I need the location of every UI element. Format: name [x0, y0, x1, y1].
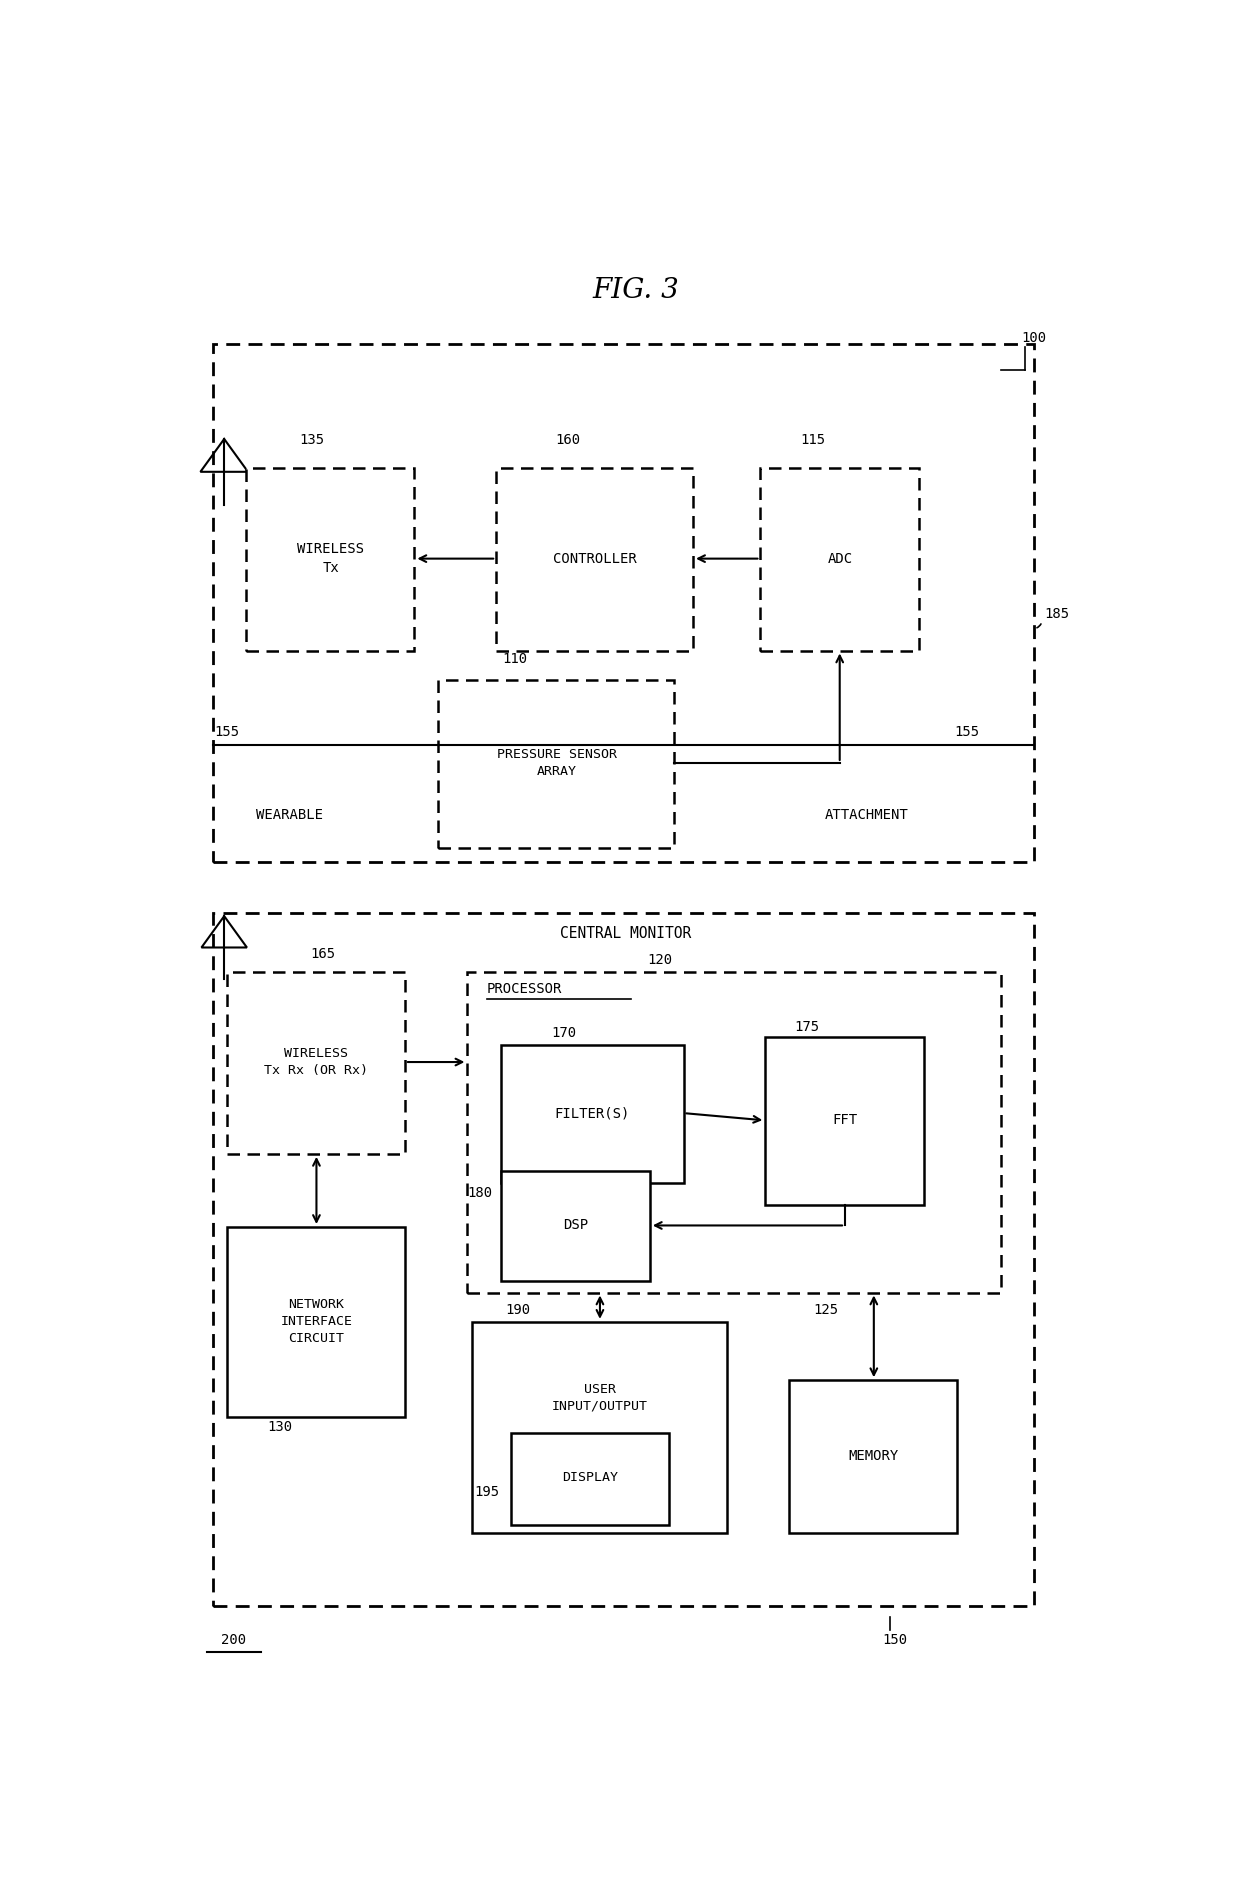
Text: 125: 125	[813, 1304, 838, 1317]
Text: 110: 110	[502, 652, 528, 667]
Bar	[227, 972, 404, 1154]
Text: 130: 130	[268, 1419, 293, 1435]
Bar	[467, 972, 1001, 1292]
Text: WIRELESS
Tx Rx (OR Rx): WIRELESS Tx Rx (OR Rx)	[264, 1048, 368, 1076]
Text: 115: 115	[801, 434, 826, 447]
Bar	[213, 345, 1034, 862]
Text: 170: 170	[551, 1025, 577, 1040]
Text: 120: 120	[647, 953, 672, 966]
Text: WIRELESS
Tx: WIRELESS Tx	[298, 542, 365, 574]
Text: FILTER(S): FILTER(S)	[554, 1107, 630, 1120]
Text: 150: 150	[883, 1633, 908, 1647]
Text: FIG. 3: FIG. 3	[593, 277, 678, 303]
Text: ATTACHMENT: ATTACHMENT	[825, 809, 908, 822]
Text: PROCESSOR: PROCESSOR	[486, 982, 562, 997]
Bar	[227, 1226, 404, 1417]
Bar	[789, 1380, 957, 1533]
Text: 155: 155	[955, 726, 980, 739]
Bar	[439, 680, 675, 847]
Text: 160: 160	[556, 434, 580, 447]
Text: USER
INPUT/OUTPUT: USER INPUT/OUTPUT	[552, 1383, 649, 1412]
Text: 135: 135	[299, 434, 324, 447]
Text: CONTROLLER: CONTROLLER	[553, 551, 637, 565]
Text: DISPLAY: DISPLAY	[562, 1471, 619, 1484]
Text: 180: 180	[467, 1186, 492, 1200]
Text: WEARABLE: WEARABLE	[255, 809, 324, 822]
Text: 175: 175	[794, 1020, 820, 1035]
Bar	[247, 468, 414, 650]
Bar	[760, 468, 919, 650]
Text: 155: 155	[215, 726, 239, 739]
Text: 185: 185	[1044, 606, 1069, 622]
Text: DSP: DSP	[563, 1218, 589, 1232]
Bar	[501, 1044, 683, 1182]
Bar	[765, 1037, 924, 1205]
Text: NETWORK
INTERFACE
CIRCUIT: NETWORK INTERFACE CIRCUIT	[280, 1298, 352, 1345]
Bar	[496, 468, 693, 650]
Bar	[472, 1323, 727, 1533]
Text: 190: 190	[506, 1304, 531, 1317]
Text: 165: 165	[310, 948, 336, 961]
Text: CENTRAL MONITOR: CENTRAL MONITOR	[560, 927, 692, 942]
Text: PRESSURE SENSOR
ARRAY: PRESSURE SENSOR ARRAY	[497, 749, 616, 779]
Text: 100: 100	[1022, 332, 1047, 345]
Bar	[501, 1171, 650, 1281]
Text: ADC: ADC	[827, 551, 853, 565]
Text: FFT: FFT	[832, 1114, 858, 1128]
Text: 195: 195	[474, 1486, 500, 1499]
Text: MEMORY: MEMORY	[848, 1450, 899, 1463]
Bar	[213, 913, 1034, 1607]
Text: 200: 200	[221, 1633, 247, 1647]
Bar	[511, 1433, 670, 1525]
